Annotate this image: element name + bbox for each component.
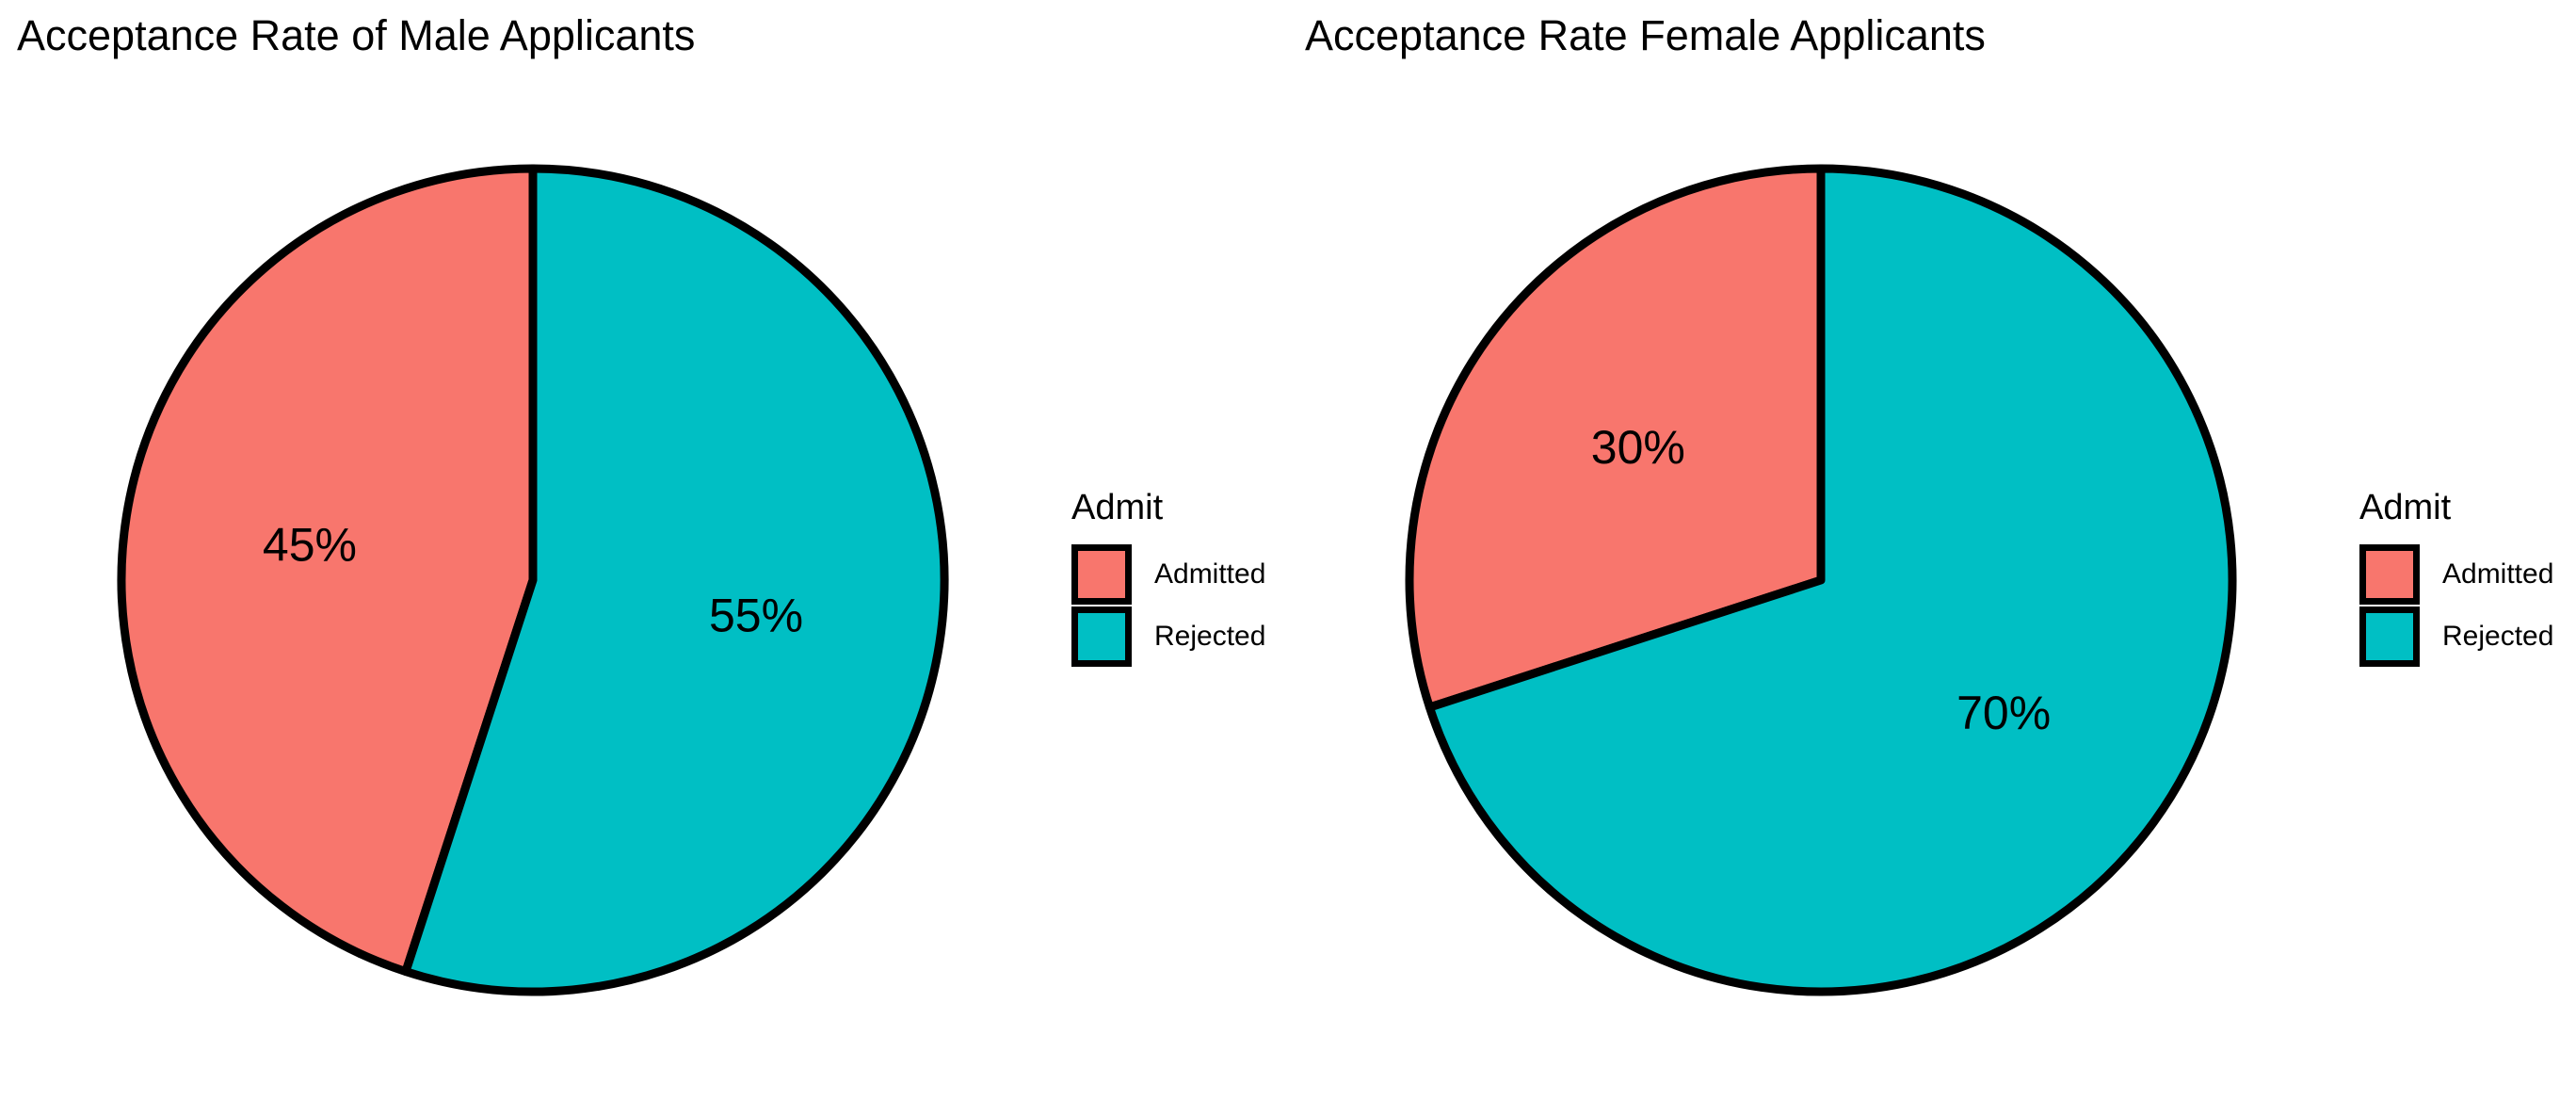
- female-chart-panel: Acceptance Rate Female Applicants 30% 70%…: [1288, 0, 2576, 1100]
- legend-label-admitted: Admitted: [2442, 558, 2554, 590]
- legend-item-rejected: Rejected: [1071, 606, 1265, 668]
- pie-label-admitted: 30%: [1591, 421, 1685, 474]
- legend-label-admitted: Admitted: [1154, 558, 1266, 590]
- legend: Admit Admitted Rejected: [1071, 488, 1265, 668]
- legend-label-rejected: Rejected: [2442, 621, 2554, 652]
- legend-swatch-admitted: [2359, 544, 2420, 605]
- legend-swatch-admitted: [1071, 544, 1132, 605]
- pie-slice-admitted: [117, 164, 538, 977]
- legend-swatch-rejected: [1071, 607, 1132, 667]
- pie-slice-admitted: [1405, 164, 1826, 712]
- male-pie-chart: 45% 55%: [117, 164, 949, 996]
- legend-title: Admit: [2359, 488, 2452, 527]
- legend: Admit Admitted Rejected: [2359, 488, 2553, 668]
- pie-label-admitted: 45%: [263, 518, 357, 571]
- legend-item-admitted: Admitted: [1071, 543, 1265, 606]
- chart-title: Acceptance Rate Female Applicants: [1305, 11, 1986, 59]
- female-pie-chart: 30% 70%: [1405, 164, 2237, 996]
- male-chart-panel: Acceptance Rate of Male Applicants 45% 55…: [17, 11, 1265, 996]
- pie-label-rejected: 55%: [709, 590, 803, 642]
- pie-slice-rejected: [1425, 164, 2237, 996]
- legend-title: Admit: [1071, 488, 1164, 527]
- legend-item-admitted: Admitted: [2359, 543, 2553, 606]
- pie-label-rejected: 70%: [1956, 687, 2051, 739]
- legend-item-rejected: Rejected: [2359, 606, 2553, 668]
- pie-slice-rejected: [401, 164, 949, 996]
- legend-label-rejected: Rejected: [1154, 621, 1266, 652]
- chart-title: Acceptance Rate of Male Applicants: [17, 11, 696, 59]
- legend-swatch-rejected: [2359, 607, 2420, 667]
